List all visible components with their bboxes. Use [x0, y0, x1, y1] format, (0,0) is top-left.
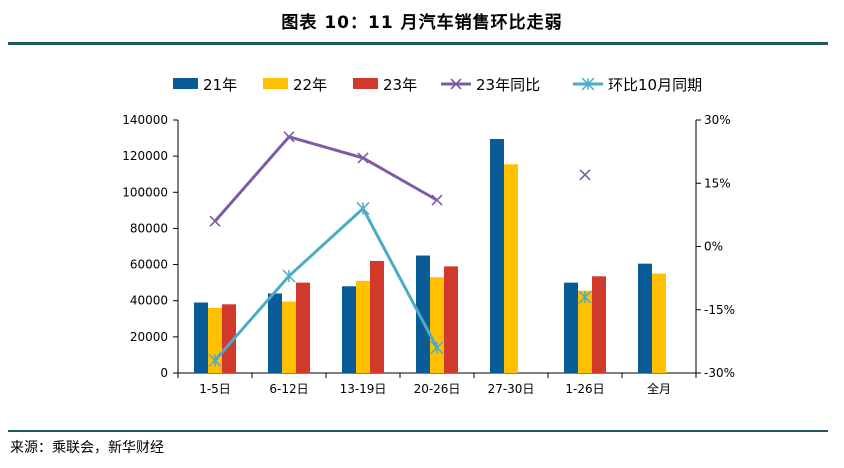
bottom-divider: [8, 430, 828, 432]
point: [430, 341, 444, 355]
y-right-tick-label: -15%: [704, 303, 735, 317]
point: [356, 202, 370, 216]
bar: [490, 138, 504, 373]
x-tick-label: 27-30日: [488, 382, 535, 396]
series-line: [213, 135, 438, 223]
bar: [564, 282, 578, 373]
point: [208, 353, 222, 367]
bar: [638, 263, 652, 373]
legend-label: 环比10月同期: [608, 76, 702, 94]
bar: [416, 255, 430, 373]
bar: [194, 302, 208, 373]
point: [450, 78, 462, 90]
bar: [504, 164, 518, 373]
bar: [342, 286, 356, 373]
y-right-tick-label: -30%: [704, 366, 735, 380]
y-right-tick-label: 0%: [704, 240, 723, 254]
y-left-tick-label: 40000: [130, 294, 168, 308]
bar: [282, 301, 296, 373]
legend-label: 21年: [203, 76, 237, 94]
x-tick-label: 20-26日: [414, 382, 461, 396]
x-tick-label: 1-26日: [565, 382, 604, 396]
bar: [356, 280, 370, 373]
y-right-tick-label: 15%: [704, 176, 731, 190]
source-note: 来源：乘联会，新华财经: [10, 440, 164, 456]
bar: [578, 290, 592, 373]
legend: 21年 22年 23年 23年同比 环比10月同期: [173, 76, 702, 94]
point: [579, 169, 591, 181]
x-tick-label: 13-19日: [340, 382, 387, 396]
x-tick-label: 1-5日: [199, 382, 231, 396]
point: [578, 290, 592, 304]
bars: [194, 138, 666, 373]
y-left-tick-label: 120000: [122, 149, 168, 163]
point: [431, 194, 443, 206]
point: [282, 269, 296, 283]
bar: [444, 266, 458, 373]
point: [209, 215, 221, 227]
bar: [370, 260, 384, 373]
lines: [208, 131, 592, 367]
legend-label: 23年: [383, 76, 417, 94]
bar: [222, 304, 236, 373]
y-left-tick-label: 60000: [130, 258, 168, 272]
legend-swatch: [263, 78, 288, 89]
y-left-tick-label: 100000: [122, 185, 168, 199]
y-left-tick-label: 80000: [130, 221, 168, 235]
point: [283, 131, 295, 143]
legend-swatch: [353, 78, 378, 89]
series-line: [213, 206, 439, 362]
y-left-tick-label: 0: [160, 366, 168, 380]
bar: [296, 282, 310, 373]
x-tick-label: 6-12日: [269, 382, 308, 396]
bar: [592, 276, 606, 373]
legend-label: 22年: [293, 76, 327, 94]
y-left-tick-label: 20000: [130, 330, 168, 344]
y-left-tick-label: 140000: [122, 113, 168, 127]
legend-swatch: [173, 78, 198, 89]
bar: [652, 273, 666, 373]
point: [357, 152, 369, 164]
legend-label: 23年同比: [476, 76, 540, 94]
y-right-tick-label: 30%: [704, 113, 731, 127]
bar: [430, 277, 444, 373]
chart-title: 图表 10：11 月汽车销售环比走弱: [281, 13, 563, 33]
x-tick-label: 全月: [647, 381, 671, 396]
point: [581, 77, 595, 91]
bar: [268, 293, 282, 373]
top-divider: [8, 42, 828, 45]
axes: 0 20000 40000 60000 80000 100000 120000 140000 -…: [122, 113, 735, 396]
